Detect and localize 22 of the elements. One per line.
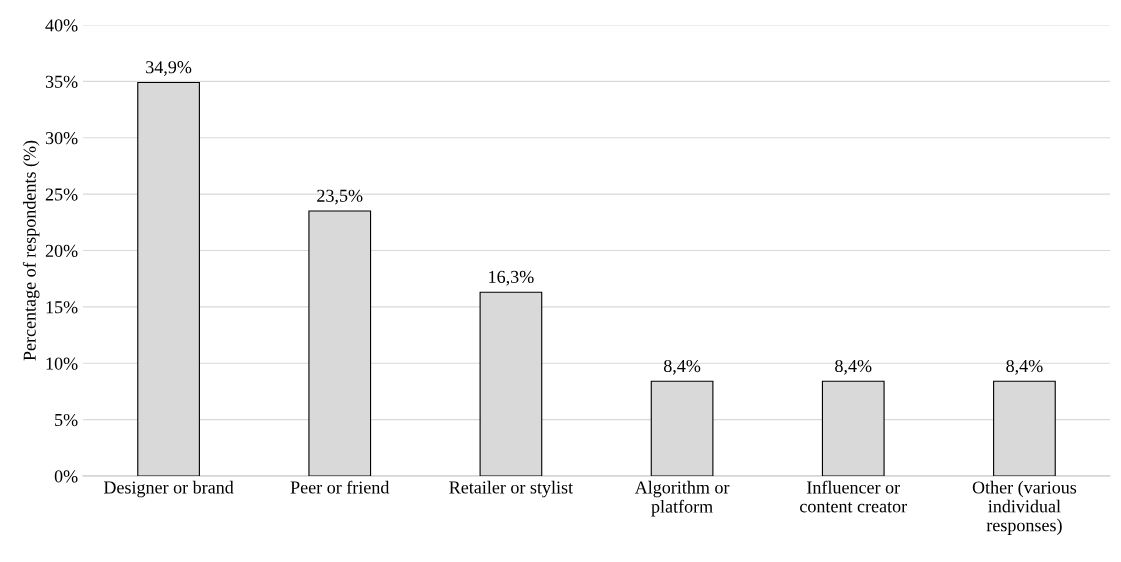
y-axis-title: Percentage of respondents (%) bbox=[22, 140, 40, 361]
data-label: 8,4% bbox=[1006, 359, 1043, 375]
x-tick-label: Designer or brand bbox=[103, 480, 234, 498]
x-tick-label: Peer or friend bbox=[290, 480, 390, 494]
y-tick-label: 35% bbox=[45, 75, 78, 88]
data-label: 23,5% bbox=[317, 189, 363, 205]
y-tick-label: 0% bbox=[54, 470, 78, 483]
data-label: 8,4% bbox=[835, 359, 872, 375]
x-tick-label: Algorithm or platform bbox=[634, 480, 730, 517]
x-tick-label: Retailer or stylist bbox=[449, 480, 573, 498]
y-tick-label: 10% bbox=[46, 357, 78, 370]
y-tick-label: 5% bbox=[55, 413, 78, 427]
y-tick-label: 20% bbox=[45, 244, 78, 257]
data-label: 8,4% bbox=[663, 359, 701, 375]
y-tick-label: 25% bbox=[45, 188, 78, 201]
y-tick-label: 30% bbox=[45, 132, 78, 145]
x-tick-label: Other (various individual responses) bbox=[972, 480, 1077, 535]
y-tick-label: 40% bbox=[45, 19, 78, 32]
x-tick-label: Influencer or content creator bbox=[800, 480, 907, 513]
y-tick-label: 15% bbox=[46, 301, 78, 314]
data-label: 34,9% bbox=[146, 61, 192, 76]
data-label: 16,3% bbox=[489, 270, 534, 286]
